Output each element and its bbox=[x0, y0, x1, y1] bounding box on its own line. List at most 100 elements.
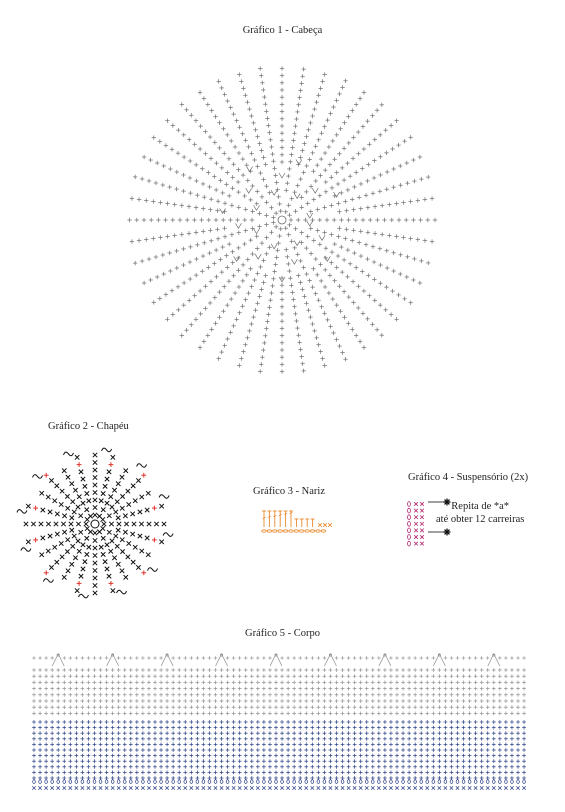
strap-note: Repita de *a* até obter 12 carreiras bbox=[436, 500, 524, 526]
stitch-ray bbox=[129, 196, 227, 214]
stitch-ray bbox=[115, 503, 165, 521]
chart-5-title: Gráfico 5 - Corpo bbox=[245, 628, 320, 639]
stitch-ray bbox=[258, 66, 283, 214]
stitch-ray bbox=[287, 222, 413, 305]
stitch-ray bbox=[165, 255, 241, 322]
increase-mark bbox=[270, 243, 278, 250]
stitch-ray bbox=[151, 234, 259, 305]
increase-mark bbox=[233, 256, 240, 262]
stitch-row bbox=[32, 742, 526, 747]
stitch-ray bbox=[283, 225, 348, 362]
increase-mark bbox=[293, 193, 301, 200]
stitch-ray bbox=[129, 226, 227, 244]
stitch-row bbox=[32, 680, 526, 685]
stitch-ray bbox=[98, 454, 116, 504]
stitch-ray bbox=[308, 226, 431, 266]
stitch-ray bbox=[151, 135, 259, 206]
increase-mark bbox=[245, 188, 253, 194]
stitch-ray bbox=[96, 468, 129, 519]
stitch-ray bbox=[311, 266, 367, 350]
nose-chart bbox=[261, 510, 333, 533]
stitch-ray bbox=[296, 72, 327, 167]
increase-mark bbox=[293, 240, 301, 247]
stitch-ray bbox=[98, 544, 116, 594]
strap-note-line-1: Repita de *a* bbox=[451, 501, 510, 512]
stitch-ray bbox=[39, 490, 90, 523]
stitch-row bbox=[32, 759, 526, 764]
increase-mark bbox=[324, 256, 331, 262]
picot-mark bbox=[16, 509, 28, 514]
stitch-ray bbox=[43, 472, 81, 510]
picot-mark bbox=[147, 567, 158, 572]
stitch-ray bbox=[74, 454, 92, 504]
stitch-ray bbox=[23, 521, 89, 527]
edging-row bbox=[32, 653, 526, 667]
stitch-ray bbox=[101, 521, 167, 527]
repeat-star-bottom bbox=[443, 528, 451, 536]
stitch-ray bbox=[237, 273, 268, 368]
stitch-row bbox=[32, 736, 526, 741]
increase-mark bbox=[253, 228, 260, 235]
strap-chart bbox=[407, 498, 451, 547]
stitch-ray bbox=[109, 538, 147, 576]
picot-mark bbox=[42, 578, 54, 583]
stitch-ray bbox=[61, 529, 94, 580]
stitch-ray bbox=[92, 452, 98, 518]
stitch-ray bbox=[96, 529, 129, 580]
stitch-ray bbox=[279, 275, 285, 374]
strap-stitches bbox=[407, 501, 425, 547]
increase-mark bbox=[311, 188, 319, 194]
stitch-ray bbox=[25, 503, 75, 521]
stitch-row bbox=[32, 720, 526, 724]
increase-mark bbox=[254, 253, 262, 260]
stitch-ray bbox=[127, 217, 255, 223]
stitch-ray bbox=[288, 217, 438, 223]
stitch-ray bbox=[258, 226, 283, 374]
stitch-ray bbox=[323, 255, 399, 322]
stitch-ray bbox=[109, 472, 147, 510]
stitch-ray bbox=[308, 174, 431, 214]
stitch-ray bbox=[61, 468, 94, 519]
increase-mark bbox=[291, 259, 298, 265]
stitch-ray bbox=[287, 135, 413, 218]
increase-mark bbox=[278, 276, 286, 283]
stitch-ray bbox=[100, 525, 151, 558]
magic-ring bbox=[277, 215, 287, 225]
increase-mark bbox=[270, 189, 278, 196]
stitch-ray bbox=[132, 174, 276, 220]
stitch-ray bbox=[92, 530, 98, 596]
stitch-ray bbox=[25, 527, 75, 545]
stitch-ray bbox=[179, 224, 279, 338]
stitch-ray bbox=[337, 226, 435, 244]
stitch-ray bbox=[284, 66, 306, 193]
stitch-row bbox=[32, 748, 526, 752]
stitch-row bbox=[32, 686, 526, 691]
chart-1-title: Gráfico 1 - Cabeça bbox=[242, 25, 323, 36]
stitch-row bbox=[32, 668, 526, 672]
stitch-ray bbox=[197, 90, 253, 174]
stitch-ray bbox=[299, 240, 385, 338]
picot-mark bbox=[158, 494, 170, 499]
stitch-ray bbox=[237, 72, 268, 167]
increase-mark bbox=[306, 212, 314, 219]
stitch-row bbox=[32, 705, 526, 710]
nose-stitches bbox=[261, 510, 333, 533]
stitch-ray bbox=[141, 241, 232, 286]
stitch-row bbox=[32, 674, 526, 679]
stitch-row bbox=[32, 711, 526, 716]
stitch-row bbox=[32, 764, 526, 769]
stitch-ray bbox=[132, 220, 276, 266]
stitch-ray bbox=[323, 118, 399, 185]
stitch-ray bbox=[74, 544, 92, 594]
stitch-row bbox=[32, 692, 526, 697]
stitch-ray bbox=[179, 102, 279, 216]
increase-mark bbox=[295, 159, 303, 166]
stitch-ray bbox=[197, 266, 253, 350]
stitch-ray bbox=[284, 247, 306, 374]
stitch-ray bbox=[141, 154, 232, 199]
increase-mark bbox=[246, 166, 253, 173]
stitch-row bbox=[32, 731, 526, 736]
increase-mark bbox=[306, 220, 314, 227]
increase-mark bbox=[253, 205, 260, 212]
stitch-ray bbox=[311, 90, 367, 174]
